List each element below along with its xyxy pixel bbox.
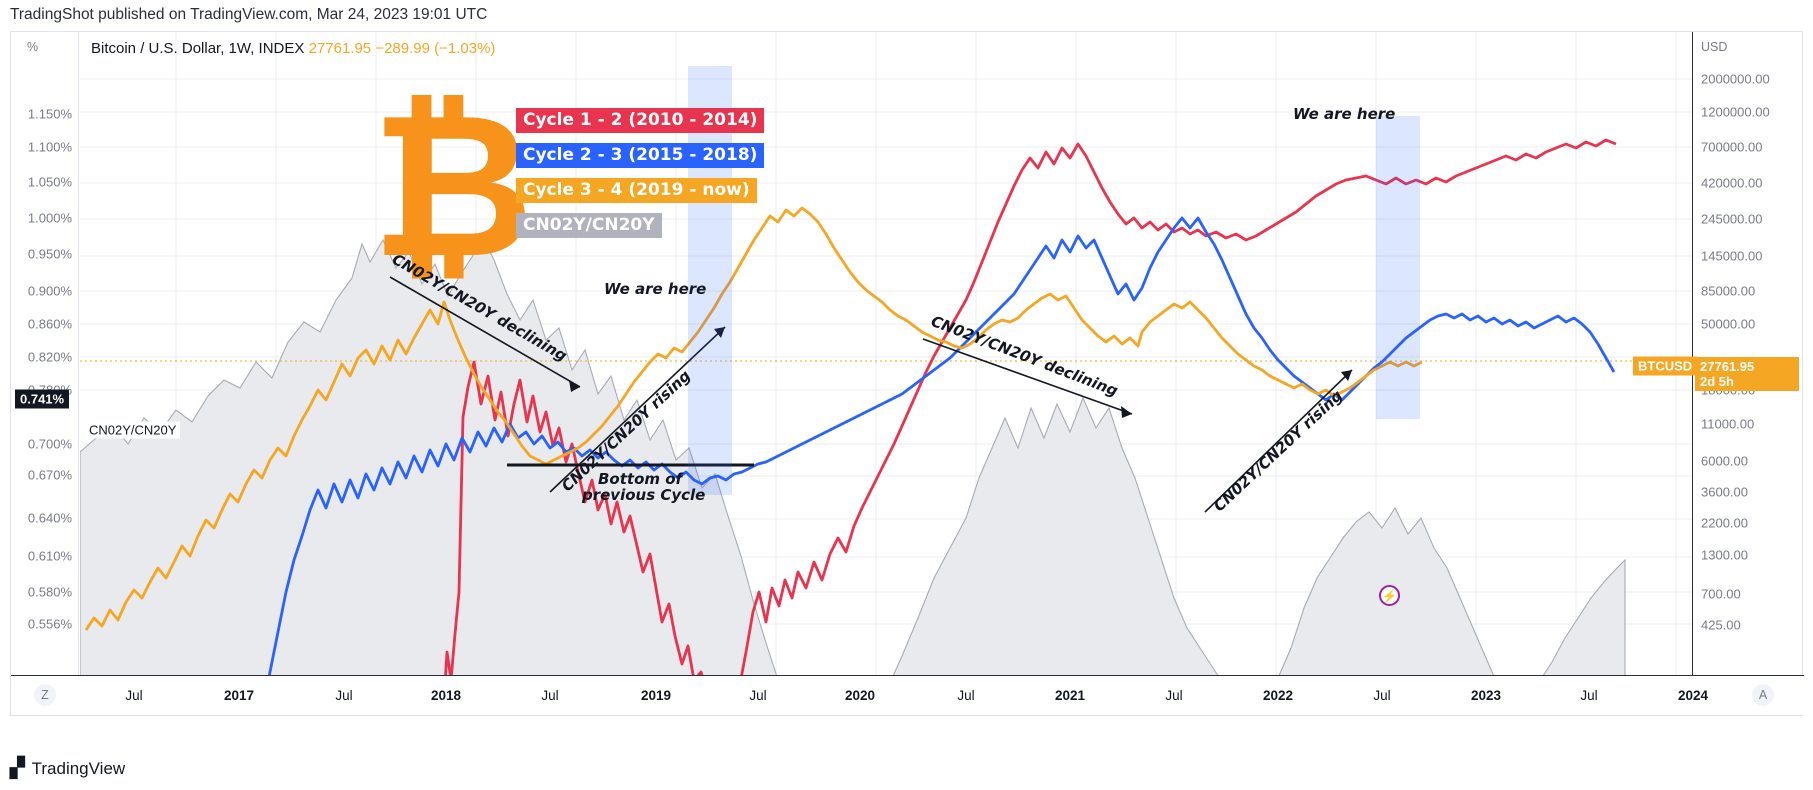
right-axis-tick: 2000000.00 [1701, 71, 1770, 87]
left-axis-tick: 0.670% [27, 467, 72, 483]
chart-title-row[interactable]: Bitcoin / U.S. Dollar, 1W, INDEX 27761.9… [91, 40, 495, 57]
publish-info-bar: TradingShot published on TradingView.com… [0, 0, 1813, 30]
left-axis-tick: 0.900% [27, 283, 72, 299]
chart-plot-area[interactable]: CN02Y/CN20Y declining CN02Y/CN20Y rising… [80, 32, 1693, 715]
time-tick: 2017 [223, 688, 255, 703]
right-axis-tick: 50000.00 [1701, 316, 1756, 332]
time-scale[interactable]: Z A Jul 2017 Jul 2018 Jul 2019 Jul 2020 … [11, 675, 1804, 715]
cycle-3-4-line [84, 206, 1423, 631]
legend-item-cycle-1-2[interactable]: Cycle 1 - 2 (2010 - 2014) [516, 108, 765, 133]
arrow-declining-right [922, 338, 1133, 418]
timescale-auto-button[interactable]: A [1752, 684, 1774, 706]
annotation-previous-cycle: previous Cycle [582, 486, 706, 504]
left-axis-tick: 1.000% [27, 210, 72, 226]
right-axis-tick: 1200000.00 [1701, 104, 1770, 120]
chart-frame: % 1.150% 1.100% 1.050% 1.000% 0.950% 0.9… [10, 31, 1804, 716]
time-tick: Jul [1580, 688, 1598, 703]
left-axis-tick: 0.580% [27, 584, 72, 600]
left-axis-tick: 1.150% [27, 106, 72, 122]
last-price-value: 27761.95 [1700, 359, 1755, 374]
btcusd-symbol-tag: BTCUSD [1633, 356, 1698, 376]
time-tick: 2020 [844, 688, 876, 703]
time-tick: 2023 [1470, 688, 1502, 703]
time-tick: 2022 [1262, 688, 1294, 703]
chart-change-percent: (−1.03%) [434, 40, 496, 57]
time-tick: Jul [1373, 688, 1391, 703]
left-axis-tick: 1.100% [27, 139, 72, 155]
right-axis-tick: 145000.00 [1701, 248, 1763, 264]
left-axis-tick: 0.640% [27, 510, 72, 526]
time-tick: 2018 [430, 688, 462, 703]
chart-change: −289.99 [375, 40, 430, 57]
tradingview-footer: ▞ TradingView [10, 757, 125, 780]
tradingview-logo-icon: ▞ [10, 758, 25, 779]
chart-last-price: 27761.95 [308, 40, 372, 57]
publish-text: TradingShot published on TradingView.com… [10, 6, 488, 23]
cycle-legend: Cycle 1 - 2 (2010 - 2014) Cycle 2 - 3 (2… [516, 108, 765, 248]
right-scale-unit: USD [1701, 40, 1728, 54]
right-axis-tick: 1300.00 [1701, 547, 1748, 563]
time-tick: Jul [749, 688, 767, 703]
left-axis-tick: 1.050% [27, 174, 72, 190]
left-axis-tick: 0.820% [27, 349, 72, 365]
annotation-we-are-here-left: We are here [604, 280, 707, 298]
arrow-rising-right [1204, 369, 1353, 513]
right-axis-tick: 85000.00 [1701, 283, 1756, 299]
annotation-we-are-here-right: We are here [1293, 105, 1396, 123]
left-axis-tick: 0.950% [27, 246, 72, 262]
right-axis-tick: 425.00 [1701, 617, 1741, 633]
left-axis-tick: 0.860% [27, 316, 72, 332]
legend-item-cycle-3-4[interactable]: Cycle 3 - 4 (2019 - now) [516, 178, 757, 203]
time-tick: Jul [125, 688, 143, 703]
bar-countdown: 2d 5h [1700, 374, 1734, 389]
right-axis-tick: 6000.00 [1701, 453, 1748, 469]
time-tick: Jul [957, 688, 975, 703]
right-axis-tick: 700.00 [1701, 586, 1741, 602]
legend-item-cn02y-cn20y[interactable]: CN02Y/CN20Y [516, 213, 662, 238]
cn02y-cn20y-series-tag: CN02Y/CN20Y [85, 421, 181, 439]
time-tick: Jul [1165, 688, 1183, 703]
highlight-band-cycle2 [688, 66, 732, 495]
left-axis-tick: 0.556% [27, 616, 72, 632]
arrow-declining-left [389, 276, 581, 392]
left-current-value-pill: 0.741% [15, 389, 70, 409]
lightning-idea-icon[interactable]: ⚡ [1379, 585, 1400, 606]
right-axis-tick: 2200.00 [1701, 515, 1748, 531]
right-axis-tick: 420000.00 [1701, 175, 1763, 191]
time-tick: 2021 [1054, 688, 1086, 703]
right-axis-tick: 3600.00 [1701, 484, 1748, 500]
left-scale-unit: % [27, 40, 39, 54]
highlight-band-current [1376, 116, 1420, 419]
chart-svg [80, 32, 1693, 715]
left-axis-tick: 0.700% [27, 436, 72, 452]
right-axis-tick: 245000.00 [1701, 211, 1763, 227]
left-price-scale[interactable]: % 1.150% 1.100% 1.050% 1.000% 0.950% 0.9… [11, 32, 79, 715]
cycle-2-3-line [260, 216, 1616, 715]
right-axis-tick: 11000.00 [1701, 416, 1755, 432]
tradingview-brand-label: TradingView [31, 758, 126, 778]
time-tick: Jul [335, 688, 353, 703]
time-tick: Jul [541, 688, 559, 703]
time-tick: 2019 [640, 688, 672, 703]
timescale-zoom-button[interactable]: Z [34, 684, 56, 706]
left-axis-tick: 0.610% [27, 548, 72, 564]
last-price-badge: 27761.95 2d 5h [1695, 357, 1799, 391]
legend-item-cycle-2-3[interactable]: Cycle 2 - 3 (2015 - 2018) [516, 143, 765, 168]
chart-symbol-label: Bitcoin / U.S. Dollar, 1W, INDEX [91, 40, 305, 57]
right-price-scale[interactable]: USD 2000000.00 1200000.00 700000.00 4200… [1692, 32, 1802, 715]
cycle-1-2-line [441, 138, 1617, 715]
right-axis-tick: 700000.00 [1701, 139, 1763, 155]
time-tick: 2024 [1677, 688, 1709, 703]
bitcoin-logo-icon: ₿ [371, 70, 534, 303]
annotation-bottom-of: Bottom of [598, 470, 683, 488]
